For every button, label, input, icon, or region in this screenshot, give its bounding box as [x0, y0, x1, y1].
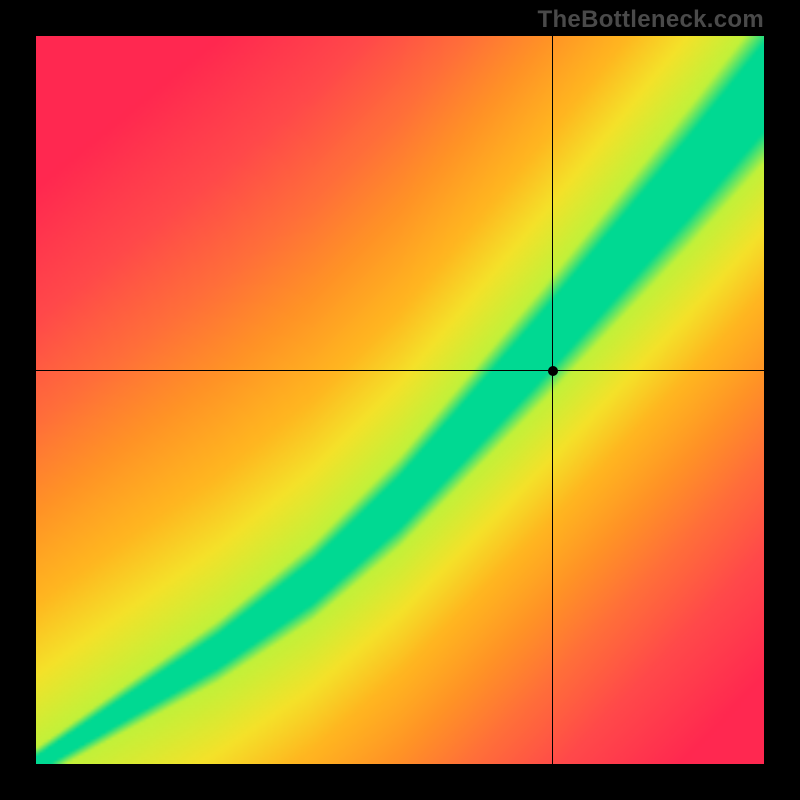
crosshair-horizontal	[36, 370, 764, 371]
plot-area	[36, 36, 764, 764]
watermark-text: TheBottleneck.com	[538, 6, 764, 34]
crosshair-marker	[548, 366, 558, 376]
crosshair-vertical	[552, 36, 553, 764]
bottleneck-heatmap	[36, 36, 764, 764]
